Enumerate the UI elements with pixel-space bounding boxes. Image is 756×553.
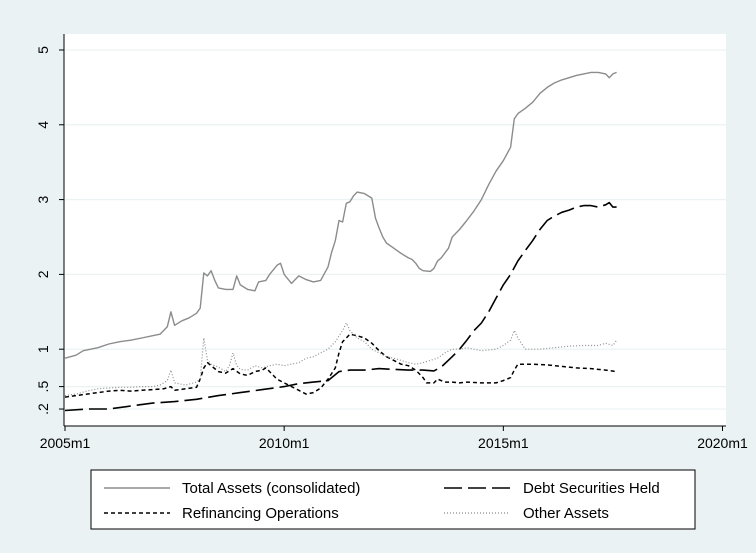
x-tick-label: 2010m1 <box>259 435 310 451</box>
series-line-4 <box>64 322 618 397</box>
legend-label-1: Total Assets (consolidated) <box>182 480 360 497</box>
legend-box <box>90 469 696 530</box>
y-tick-label: 3 <box>35 195 51 203</box>
legend-label-3: Refinancing Operations <box>182 505 339 522</box>
legend-label-2: Debt Securities Held <box>523 480 660 497</box>
y-tick-label: .5 <box>35 381 51 393</box>
y-tick-label: 1 <box>35 345 51 353</box>
y-tick-label: 4 <box>35 121 51 129</box>
y-tick-label: 2 <box>35 270 51 278</box>
y-tick-label: .2 <box>35 403 51 415</box>
x-tick-label: 2005m1 <box>40 435 91 451</box>
y-tick-label: 5 <box>35 46 51 54</box>
series-line-1 <box>64 71 617 359</box>
legend-label-4: Other Assets <box>523 505 609 522</box>
series-line-2 <box>64 201 617 412</box>
plot-area <box>64 34 726 426</box>
series-line-3 <box>64 333 617 398</box>
x-tick-label: 2020m1 <box>697 435 748 451</box>
x-tick-label: 2015m1 <box>478 435 529 451</box>
